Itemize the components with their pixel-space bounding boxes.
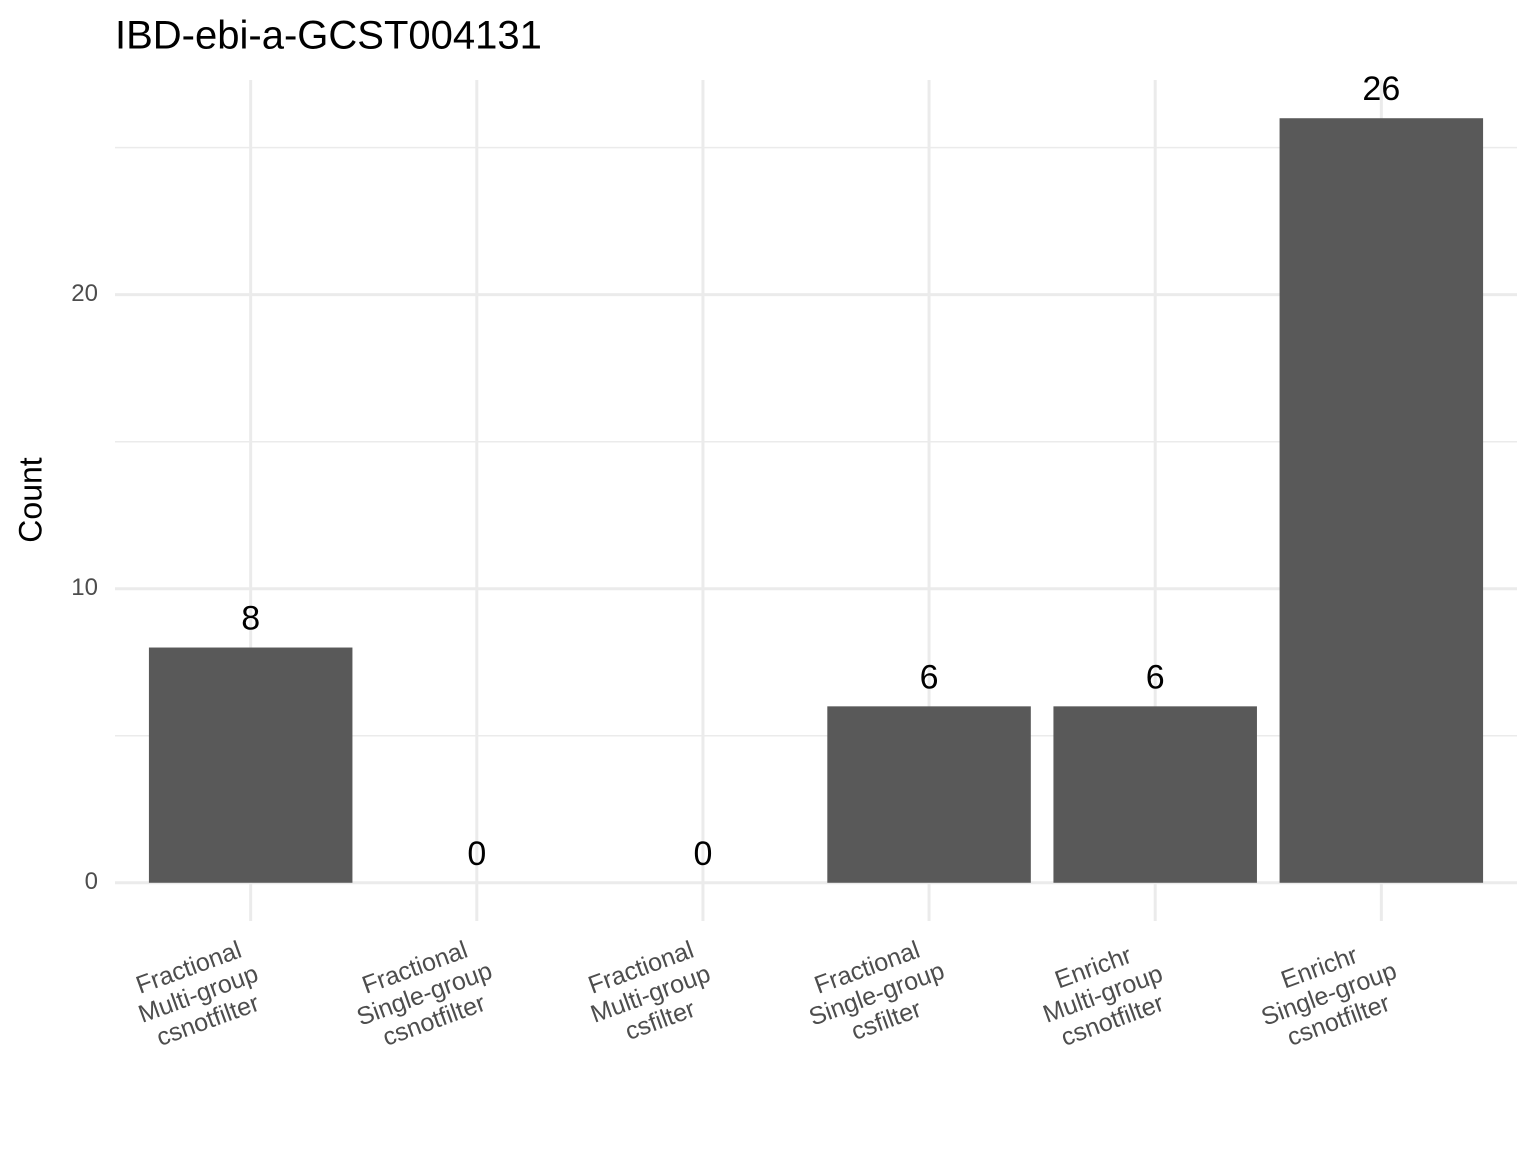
bar (1279, 118, 1484, 883)
bar (1053, 706, 1257, 883)
x-tick-label: FractionalSingle-groupcsfilter (796, 930, 958, 1057)
bar (827, 706, 1031, 883)
y-tick-label: 0 (85, 868, 98, 895)
x-tick-label: FractionalMulti-groupcsnotfilter (125, 933, 271, 1055)
bar (148, 647, 353, 883)
y-axis-label: Count (12, 457, 48, 543)
value-label: 0 (467, 835, 486, 873)
y-tick-label: 10 (71, 574, 98, 601)
y-tick-label: 20 (71, 280, 98, 307)
chart-title: IBD-ebi-a-GCST004131 (115, 14, 542, 58)
x-tick-label: EnrichrSingle-groupcsnotfilter (1248, 930, 1410, 1057)
x-tick-label: FractionalSingle-groupcsnotfilter (343, 930, 505, 1057)
value-label: 26 (1362, 70, 1400, 108)
value-label: 0 (693, 835, 712, 873)
value-label: 8 (241, 600, 260, 638)
x-tick-label: EnrichrMulti-groupcsnotfilter (1030, 933, 1176, 1055)
x-tick-label: FractionalMulti-groupcsfilter (577, 933, 723, 1055)
value-label: 6 (920, 658, 939, 696)
value-label: 6 (1146, 658, 1165, 696)
